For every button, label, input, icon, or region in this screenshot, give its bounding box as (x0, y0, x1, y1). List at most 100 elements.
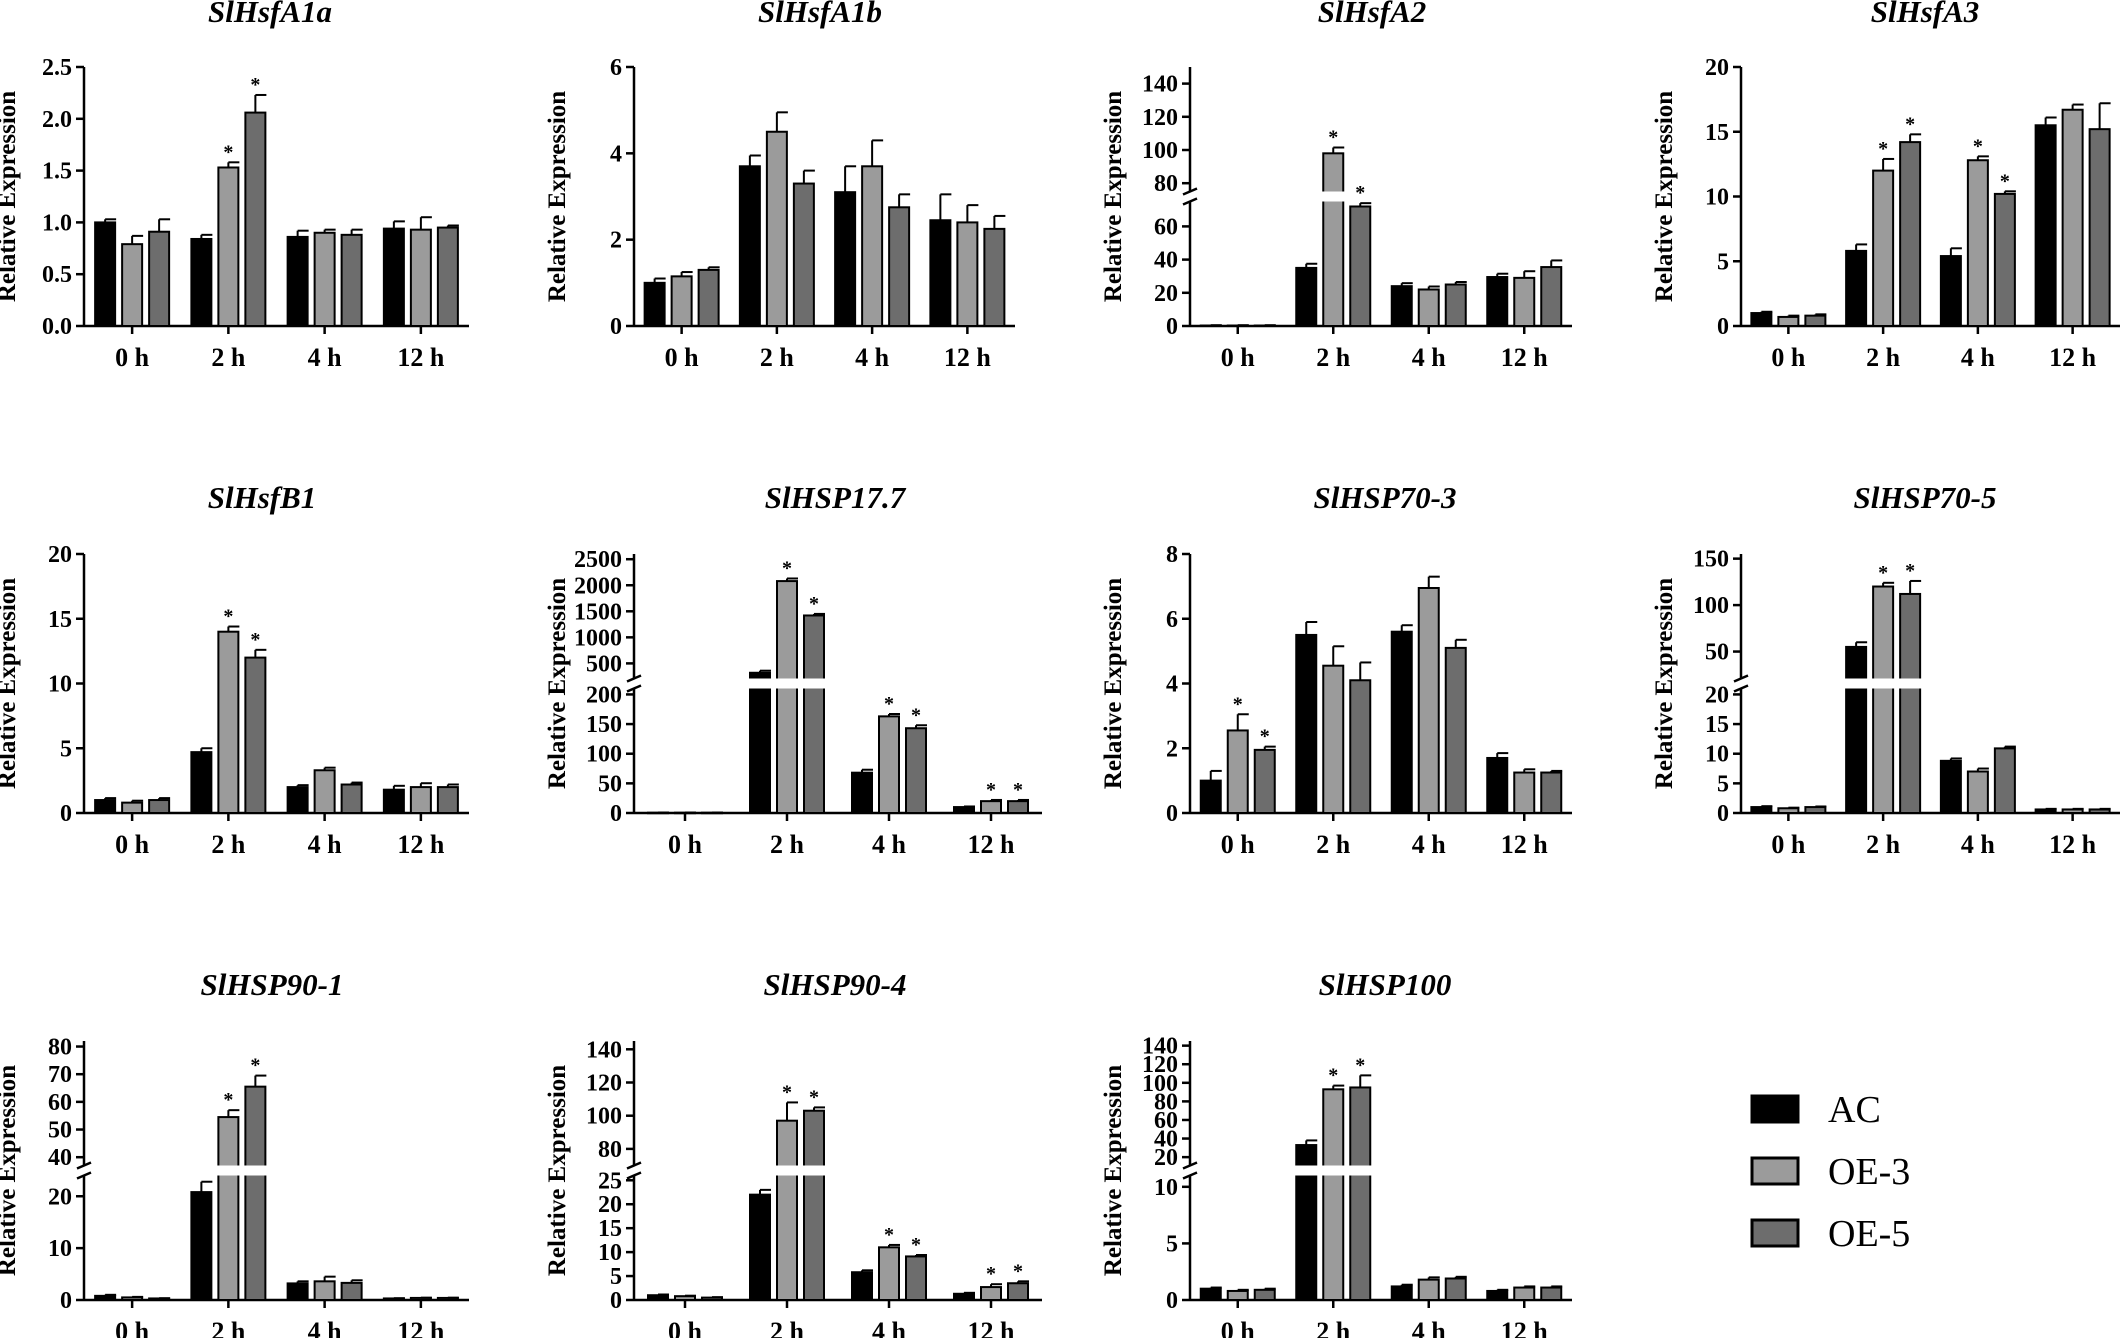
x-tick-label: 12 h (2049, 343, 2097, 372)
y-tick-label: 0 (1166, 801, 1178, 827)
bar-ac (1939, 759, 1962, 814)
bar-ac (286, 1282, 309, 1302)
significance-star: * (1013, 779, 1023, 801)
bar-oe-5 (888, 206, 911, 328)
y-tick-label: 0 (610, 801, 622, 827)
y-tick-label: 140 (586, 1037, 622, 1063)
bar-oe-3 (2061, 108, 2084, 327)
significance-star: * (884, 693, 894, 715)
bar-ac (1295, 266, 1318, 327)
bar-ac (929, 219, 952, 327)
bar-ac (1486, 276, 1509, 327)
bar-break-gap (1321, 1165, 1346, 1176)
bar-oe-3 (1226, 1289, 1249, 1301)
y-tick-label: 15 (48, 607, 72, 633)
y-tick-label: 5 (1717, 771, 1729, 797)
bar-oe-5 (340, 783, 363, 815)
bar-break-gap (1871, 678, 1896, 689)
significance-star: * (782, 1081, 792, 1103)
bar-ac (647, 1294, 669, 1302)
bar-oe-5 (1253, 1288, 1276, 1301)
chart-title: SlHSP100 (1319, 967, 1452, 1002)
y-tick-label: 6 (610, 55, 622, 81)
bar-ac (286, 786, 309, 814)
legend-swatch (1750, 1156, 1800, 1186)
x-tick-label: 2 h (211, 1317, 246, 1338)
y-tick-label: 5 (1717, 249, 1729, 275)
bar-oe-5 (244, 1085, 267, 1302)
bar-oe-5 (244, 656, 267, 814)
chart-panel: SlHsfA1b Relative Expression 0 2 4 6 0 h 2 h 4 h… (544, 0, 1015, 372)
bar-oe-3 (1777, 315, 1800, 327)
x-tick-label: 4 h (308, 1317, 343, 1338)
bar-oe-5 (2088, 808, 2111, 815)
legend-label: OE-5 (1828, 1213, 1910, 1255)
y-tick-label: 15 (1705, 120, 1729, 146)
bar-break-gap (1844, 678, 1869, 689)
y-tick-label: 20 (1705, 682, 1729, 708)
axis-break-mark (1733, 684, 1749, 693)
bar-oe-5 (803, 1109, 825, 1301)
bar-ac (1750, 806, 1773, 814)
significance-star: * (1328, 127, 1338, 149)
bar-break-gap (1294, 1165, 1319, 1176)
x-tick-label: 2 h (1866, 343, 1901, 372)
x-tick-label: 12 h (397, 1317, 445, 1338)
y-tick-label: 0 (1166, 314, 1178, 340)
chart-title: SlHSP70-3 (1314, 480, 1457, 515)
y-tick-label: 20 (48, 542, 72, 568)
bar-oe-5 (1899, 141, 1922, 327)
bar-ac (834, 191, 857, 327)
significance-star: * (223, 606, 233, 628)
x-tick-label: 4 h (1412, 1317, 1447, 1338)
axis-break-mark (626, 1171, 642, 1180)
y-tick-label: 10 (48, 672, 72, 698)
bar-oe-3 (121, 243, 144, 328)
bar-oe-5 (1007, 1282, 1029, 1301)
bar-ac (1750, 312, 1773, 327)
y-tick-label: 0.0 (42, 314, 72, 340)
axis-break-mark (626, 684, 642, 693)
bar-oe-3 (670, 275, 693, 328)
y-tick-label: 80 (1154, 171, 1178, 197)
y-tick-label: 5 (610, 1264, 622, 1290)
bar-ac (94, 221, 117, 327)
significance-star: * (1905, 113, 1915, 135)
bar-oe-3 (1872, 585, 1895, 815)
y-tick-label: 2.0 (42, 107, 72, 133)
bar-oe-3 (1966, 770, 1989, 814)
bar-oe-5 (1349, 1086, 1372, 1301)
legend-swatch (1750, 1094, 1800, 1124)
bar-oe-3 (121, 801, 144, 815)
axis-break-mark (626, 674, 642, 683)
x-tick-label: 12 h (1501, 830, 1549, 859)
chart-title: SlHSP90-4 (764, 967, 907, 1002)
bar-ac (1199, 1287, 1222, 1301)
x-tick-label: 2 h (211, 830, 246, 859)
y-tick-label: 140 (1142, 1034, 1178, 1060)
bar-ac (382, 227, 405, 327)
bar-ac (851, 1271, 873, 1302)
y-tick-label: 20 (1154, 281, 1178, 307)
bar-oe-5 (905, 1255, 927, 1302)
x-tick-label: 12 h (944, 343, 992, 372)
y-tick-label: 0 (60, 801, 72, 827)
bar-oe-5 (1804, 314, 1827, 328)
axis-break-mark (1182, 187, 1198, 196)
bar-oe-5 (792, 182, 815, 327)
bar-break-gap (748, 678, 772, 689)
y-tick-label: 1.0 (42, 210, 72, 236)
bar-oe-3 (1322, 664, 1345, 814)
significance-star: * (782, 557, 792, 579)
x-tick-label: 12 h (1501, 343, 1549, 372)
bar-oe-5 (436, 786, 459, 814)
bar-oe-5 (436, 226, 459, 327)
y-tick-label: 4 (610, 141, 622, 167)
significance-star: * (1233, 693, 1243, 715)
y-tick-label: 2 (610, 228, 622, 254)
y-tick-label: 500 (586, 651, 622, 677)
axis-break-mark (1182, 197, 1198, 206)
bar-oe-3 (409, 786, 432, 814)
y-tick-label: 20 (1154, 1145, 1178, 1171)
